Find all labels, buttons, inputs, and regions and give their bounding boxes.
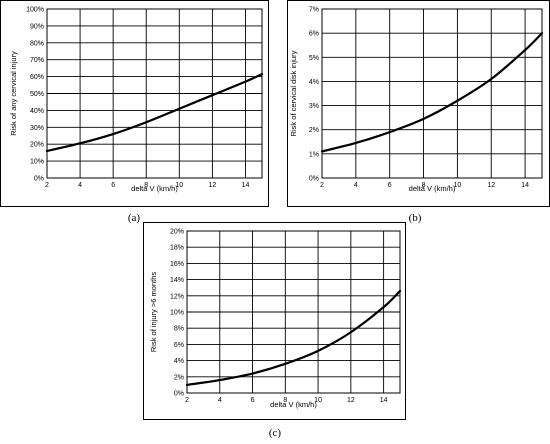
y-tick-label: 70%	[30, 57, 44, 64]
y-tick-label: 20%	[30, 142, 44, 149]
y-tick-label: 4%	[174, 358, 184, 365]
x-tick-label: 8	[144, 182, 148, 189]
x-tick-label: 12	[347, 397, 355, 404]
y-tick-label: 50%	[30, 91, 44, 98]
y-tick-label: 8%	[174, 326, 184, 333]
x-tick-label: 14	[521, 182, 529, 189]
y-tick-label: 60%	[30, 74, 44, 81]
y-tick-label: 10%	[30, 159, 44, 166]
series-line	[185, 289, 402, 386]
x-axis-label: delta V (km/h)	[131, 184, 178, 193]
plot-area	[321, 8, 543, 179]
caption-c: (c)	[269, 427, 282, 439]
y-tick-label: 14%	[170, 277, 184, 284]
y-tick-label: 5%	[309, 55, 319, 62]
chart-b: 2 4 6 8 10 12 14 0% 1% 2% 3% 4% 5% 6% 7% delta V (km/h)…	[289, 7, 544, 193]
chart-c: 2 4 6 8 10 12 14 0% 2% 4% 6% 8% 10% 12% 14% 16% 18% 20% de…	[149, 229, 402, 409]
y-tick-label: 2%	[174, 374, 184, 381]
y-tick-label: 12%	[170, 293, 184, 300]
y-tick-label: 6%	[174, 342, 184, 349]
y-tick-label: 7%	[309, 7, 319, 14]
y-tick-label: 3%	[309, 103, 319, 110]
y-tick-label: 20%	[170, 229, 184, 236]
y-tick-label: 6%	[309, 31, 319, 38]
y-tick-label: 80%	[30, 40, 44, 47]
x-tick-label: 4	[218, 397, 222, 404]
y-tick-label: 0%	[174, 391, 184, 398]
y-tick-label: 18%	[170, 245, 184, 252]
y-tick-label: 100%	[26, 7, 44, 14]
x-tick-label: 2	[320, 182, 324, 189]
y-tick-label: 10%	[170, 310, 184, 317]
x-tick-label: 10	[314, 397, 322, 404]
x-axis-label: delta V (km/h)	[270, 400, 317, 409]
y-tick-label: 1%	[309, 151, 319, 158]
x-tick-label: 2	[45, 182, 49, 189]
x-tick-label: 6	[251, 397, 255, 404]
series-line	[45, 72, 264, 153]
series-line	[320, 32, 544, 153]
x-tick-label: 4	[78, 182, 82, 189]
x-tick-label: 4	[354, 182, 358, 189]
x-tick-label: 12	[487, 182, 495, 189]
y-tick-label: 2%	[309, 127, 319, 134]
x-tick-label: 14	[380, 397, 388, 404]
y-tick-label: 40%	[30, 108, 44, 115]
x-tick-label: 2	[185, 397, 189, 404]
y-tick-label: 4%	[309, 79, 319, 86]
y-tick-label: 0%	[34, 176, 44, 183]
y-tick-label: 30%	[30, 125, 44, 132]
x-tick-label: 14	[242, 182, 250, 189]
y-tick-label: 90%	[30, 23, 44, 30]
caption-a: (a)	[128, 212, 141, 224]
y-tick-label: 0%	[309, 176, 319, 183]
x-tick-label: 8	[422, 182, 426, 189]
y-tick-label: 16%	[170, 261, 184, 268]
x-tick-label: 10	[175, 182, 183, 189]
x-tick-label: 6	[111, 182, 115, 189]
x-tick-label: 10	[453, 182, 461, 189]
x-axis-label: delta V (km/h)	[409, 184, 456, 193]
caption-b: (b)	[409, 212, 422, 224]
x-tick-label: 12	[208, 182, 216, 189]
y-axis-label: Risk of cervical disk injury	[289, 50, 298, 136]
x-tick-label: 6	[388, 182, 392, 189]
y-axis-label: Risk of injury >6 months	[149, 272, 158, 352]
x-tick-label: 8	[283, 397, 287, 404]
chart-a: 2 4 6 8 10 12 14 0% 10% 20% 30% 40% 50% 60% 70% 80% 90% 1…	[9, 7, 264, 193]
y-axis-label: Risk of any cervical injury	[9, 51, 18, 136]
